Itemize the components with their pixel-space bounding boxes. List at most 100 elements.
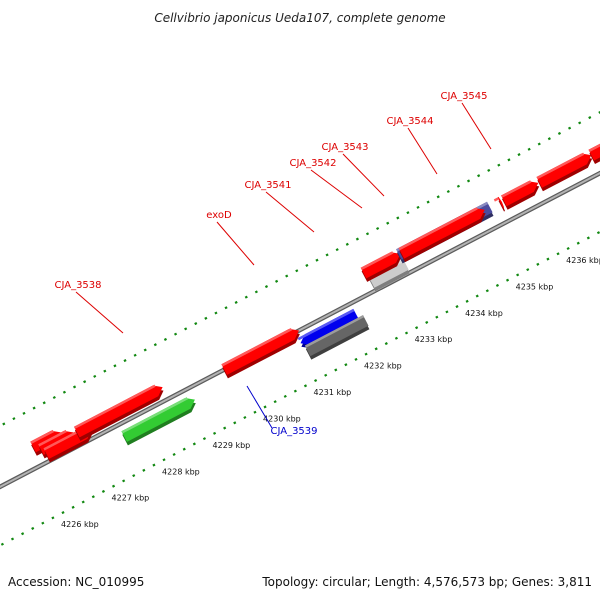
tick-mark (0, 542, 4, 546)
tick-mark (516, 273, 520, 277)
gene-label[interactable]: exoD (206, 210, 232, 221)
gene-highlight (501, 180, 532, 198)
gene-cja3538 (221, 328, 300, 379)
tick-mark (51, 516, 55, 520)
tick-mark (517, 153, 521, 157)
tick-mark (21, 532, 25, 536)
tick-mark (465, 299, 469, 303)
tick-mark (487, 168, 491, 172)
tick-mark (556, 252, 560, 256)
kbp-tick-label: 4226 kbp (61, 520, 99, 529)
tick-mark (446, 189, 450, 194)
tick-mark (152, 463, 156, 467)
tick-mark (394, 336, 398, 340)
gene-highlight (221, 328, 293, 367)
gene-highlight (74, 384, 156, 429)
tick-mark (31, 526, 35, 530)
kbp-tick-label: 4236 kbp (566, 256, 600, 265)
gene-highlight (360, 251, 394, 270)
tick-mark (234, 300, 238, 304)
gene-body (497, 196, 505, 208)
tick-mark (345, 242, 349, 246)
tick-mark (324, 373, 328, 377)
tick-mark (133, 353, 137, 357)
gene-label-leader (461, 102, 492, 150)
kbp-tick-label: 4234 kbp (465, 309, 503, 318)
gene-cja3543 (501, 180, 540, 210)
gene-label[interactable]: CJA_3542 (289, 158, 336, 169)
tick-mark (93, 374, 97, 378)
tick-mark (212, 431, 217, 435)
tick-mark (354, 357, 358, 361)
gene-body (74, 385, 163, 438)
tick-mark (123, 359, 127, 363)
tick-mark (305, 263, 309, 267)
tick-mark (485, 289, 489, 293)
tick-mark (52, 395, 56, 400)
tick-mark (264, 285, 269, 289)
tick-mark (42, 401, 46, 405)
gene-body (398, 208, 485, 259)
gene-label[interactable]: CJA_3545 (440, 91, 487, 102)
map-layer: 4226 kbp 4227 kbp 4228 kbp 4229 kbp 4230 kbp… (0, 91, 600, 546)
gene-label[interactable]: CJA_3539 (270, 426, 317, 437)
tick-mark (132, 474, 136, 478)
gene-body (300, 308, 359, 345)
tick-mark (41, 521, 45, 525)
kbp-tick-label: 4232 kbp (364, 362, 402, 371)
tick-mark (426, 200, 430, 204)
tick-mark (344, 363, 348, 367)
gene-highlight (493, 197, 499, 202)
gene-label-leader (407, 127, 438, 175)
tick-mark (557, 131, 562, 135)
tick-mark (263, 405, 267, 409)
gene-label[interactable]: CJA_3543 (321, 142, 368, 153)
tick-mark (406, 211, 410, 215)
tick-mark (303, 384, 308, 388)
gene-highlight (38, 429, 67, 447)
tick-mark (295, 269, 299, 273)
tick-mark (334, 368, 338, 372)
tick-mark (243, 415, 247, 420)
tick-mark (2, 422, 6, 426)
tick-mark (436, 195, 440, 199)
tick-mark (61, 511, 65, 515)
tick-mark (204, 316, 208, 320)
gene-body (360, 252, 401, 279)
gene-label[interactable]: CJA_3538 (54, 280, 101, 291)
tick-mark (527, 147, 531, 151)
tick-mark (567, 126, 572, 130)
tick-mark (477, 174, 481, 178)
tick-mark (122, 479, 126, 483)
tick-mark (416, 205, 420, 209)
gene-body (368, 259, 409, 288)
gene-label-leader (246, 385, 273, 429)
tick-mark (455, 305, 459, 309)
kbp-tick-label: 4227 kbp (112, 494, 150, 503)
gene-highlight (304, 315, 365, 348)
gene-forward (74, 384, 164, 441)
gene-highlight (30, 429, 54, 444)
tick-mark (415, 326, 419, 330)
tick-mark (364, 352, 368, 356)
gene-label[interactable]: CJA_3544 (386, 116, 433, 127)
tick-mark (184, 327, 188, 331)
gene-label-leader (75, 291, 124, 334)
tick-mark (365, 232, 370, 236)
tick-mark (376, 226, 380, 231)
tick-mark (314, 378, 318, 383)
tick-mark (233, 421, 237, 425)
tick-mark (83, 380, 87, 384)
tick-mark (285, 274, 289, 278)
tick-mark (546, 257, 550, 261)
tick-mark (425, 320, 429, 324)
gene-label[interactable]: CJA_3541 (244, 180, 291, 191)
tick-mark (254, 290, 258, 294)
tick-mark (143, 348, 147, 352)
gene-highlight (43, 427, 85, 451)
tick-mark (547, 137, 551, 141)
tick-mark (101, 489, 105, 493)
gene-highlight (121, 397, 188, 434)
